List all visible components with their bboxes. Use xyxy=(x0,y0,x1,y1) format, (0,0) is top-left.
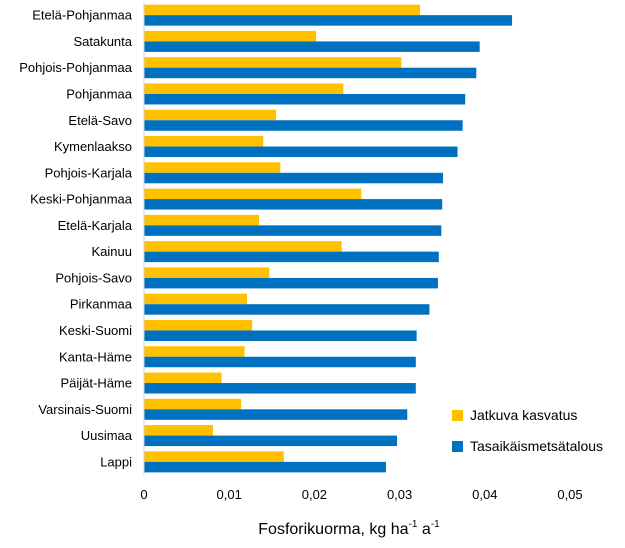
bar-varsinais-suomi-jatkuva-kasvatus xyxy=(144,398,242,410)
x-tick-label: 0,02 xyxy=(302,487,327,502)
legend-swatch-jatkuva-kasvatus xyxy=(452,410,463,421)
bar-keski-suomi-tasaikaismetsatalous xyxy=(144,330,417,341)
bar-kainuu-jatkuva-kasvatus xyxy=(144,241,342,252)
bar-uusimaa-tasaikaismetsatalous xyxy=(144,435,398,447)
legend-swatch-tasaikaismetsatalous xyxy=(452,441,463,452)
x-axis-title-exp2: -1 xyxy=(431,519,440,530)
category-label-pohjois-pohjanmaa: Pohjois-Pohjanmaa xyxy=(19,60,133,75)
bar-pohjanmaa-tasaikaismetsatalous xyxy=(144,93,466,105)
bar-satakunta-jatkuva-kasvatus xyxy=(144,30,317,42)
x-axis-title: Fosforikuorma, kg ha-1 a-1 xyxy=(258,519,440,538)
category-label-pohjanmaa: Pohjanmaa xyxy=(66,86,133,101)
category-label-kanta-hame: Kanta-Häme xyxy=(59,349,132,364)
category-label-varsinais-suomi: Varsinais-Suomi xyxy=(38,402,132,417)
bar-satakunta-tasaikaismetsatalous xyxy=(144,41,480,52)
bar-lappi-jatkuva-kasvatus xyxy=(144,451,284,462)
bar-keski-pohjanmaa-jatkuva-kasvatus xyxy=(144,188,362,200)
bar-etela-savo-tasaikaismetsatalous xyxy=(144,120,463,131)
bar-kanta-hame-jatkuva-kasvatus xyxy=(144,346,245,357)
bar-kymenlaakso-tasaikaismetsatalous xyxy=(144,146,458,158)
bar-pohjois-savo-jatkuva-kasvatus xyxy=(144,267,270,278)
bar-pohjois-pohjanmaa-jatkuva-kasvatus xyxy=(144,57,402,68)
x-tick-label: 0,05 xyxy=(557,487,582,502)
category-label-pohjois-savo: Pohjois-Savo xyxy=(55,270,132,285)
bar-pohjois-pohjanmaa-tasaikaismetsatalous xyxy=(144,67,477,79)
bar-lappi-tasaikaismetsatalous xyxy=(144,461,386,473)
x-axis-title-base: Fosforikuorma, kg ha xyxy=(258,521,408,538)
category-label-keski-pohjanmaa: Keski-Pohjanmaa xyxy=(30,192,133,207)
category-label-paijat-hame: Päijät-Häme xyxy=(60,376,132,391)
bar-uusimaa-jatkuva-kasvatus xyxy=(144,425,214,436)
bar-varsinais-suomi-tasaikaismetsatalous xyxy=(144,409,408,420)
bar-etela-karjala-jatkuva-kasvatus xyxy=(144,214,260,226)
category-labels: Etelä-Pohjanmaa Satakunta Pohjois-Pohjanma… xyxy=(19,8,133,470)
x-tick-labels: 0 0,01 0,02 0,03 0,04 0,05 xyxy=(140,487,582,502)
category-label-satakunta: Satakunta xyxy=(73,34,132,49)
legend: Jatkuva kasvatus Tasaikäismetsätalous xyxy=(452,407,603,454)
bar-pohjanmaa-jatkuva-kasvatus xyxy=(144,83,344,94)
category-label-pirkanmaa: Pirkanmaa xyxy=(70,297,133,312)
legend-label-jatkuva-kasvatus: Jatkuva kasvatus xyxy=(470,407,577,423)
category-label-etela-savo: Etelä-Savo xyxy=(68,113,132,128)
bar-kainuu-tasaikaismetsatalous xyxy=(144,251,439,263)
category-label-pohjois-karjala: Pohjois-Karjala xyxy=(45,165,133,180)
x-tick-label: 0 xyxy=(140,487,147,502)
category-label-etela-karjala: Etelä-Karjala xyxy=(58,218,133,233)
bar-etela-pohjanmaa-tasaikaismetsatalous xyxy=(144,15,513,26)
bar-kanta-hame-tasaikaismetsatalous xyxy=(144,356,416,368)
bar-keski-pohjanmaa-tasaikaismetsatalous xyxy=(144,199,443,210)
category-label-keski-suomi: Keski-Suomi xyxy=(59,323,132,338)
bar-pohjois-karjala-jatkuva-kasvatus xyxy=(144,162,281,173)
bar-etela-savo-jatkuva-kasvatus xyxy=(144,109,277,121)
bar-paijat-hame-jatkuva-kasvatus xyxy=(144,372,222,384)
x-tick-label: 0,03 xyxy=(387,487,412,502)
bars-group xyxy=(144,4,513,473)
category-label-etela-pohjanmaa: Etelä-Pohjanmaa xyxy=(32,8,132,23)
category-label-kainuu: Kainuu xyxy=(92,244,132,259)
category-label-lappi: Lappi xyxy=(100,454,132,469)
x-axis-title-exp1: -1 xyxy=(409,519,418,530)
bar-kymenlaakso-jatkuva-kasvatus xyxy=(144,136,264,147)
bar-paijat-hame-tasaikaismetsatalous xyxy=(144,383,416,394)
legend-label-tasaikaismetsatalous: Tasaikäismetsätalous xyxy=(470,438,603,454)
bar-keski-suomi-jatkuva-kasvatus xyxy=(144,319,253,331)
bar-etela-pohjanmaa-jatkuva-kasvatus xyxy=(144,4,421,16)
x-tick-label: 0,04 xyxy=(472,487,497,502)
category-label-uusimaa: Uusimaa xyxy=(81,428,133,443)
bar-pohjois-karjala-tasaikaismetsatalous xyxy=(144,172,444,184)
x-tick-label: 0,01 xyxy=(217,487,242,502)
x-axis-title-mid: a xyxy=(417,521,430,538)
bar-pirkanmaa-tasaikaismetsatalous xyxy=(144,304,430,315)
category-label-kymenlaakso: Kymenlaakso xyxy=(54,139,132,154)
bar-pohjois-savo-tasaikaismetsatalous xyxy=(144,277,438,289)
bar-pirkanmaa-jatkuva-kasvatus xyxy=(144,293,248,305)
bar-etela-karjala-tasaikaismetsatalous xyxy=(144,225,442,236)
